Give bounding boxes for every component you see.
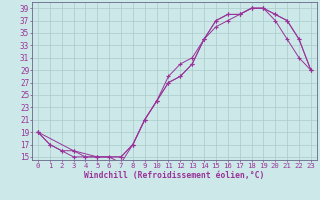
X-axis label: Windchill (Refroidissement éolien,°C): Windchill (Refroidissement éolien,°C) <box>84 171 265 180</box>
